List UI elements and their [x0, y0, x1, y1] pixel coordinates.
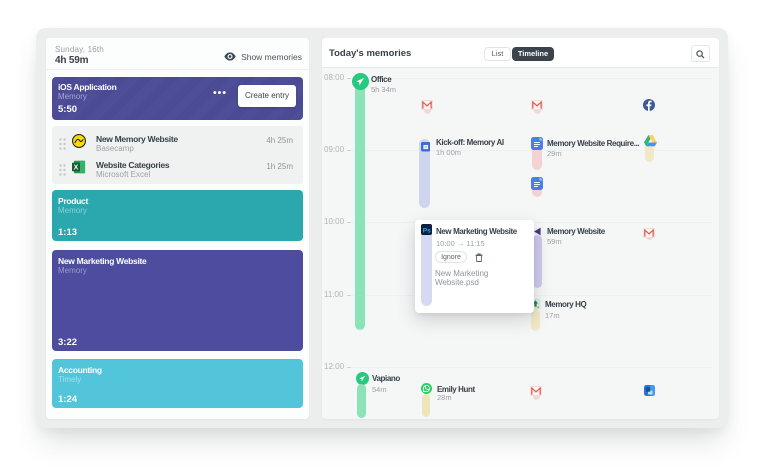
svg-text:Ps: Ps: [423, 227, 431, 234]
svg-text:X: X: [74, 165, 79, 172]
